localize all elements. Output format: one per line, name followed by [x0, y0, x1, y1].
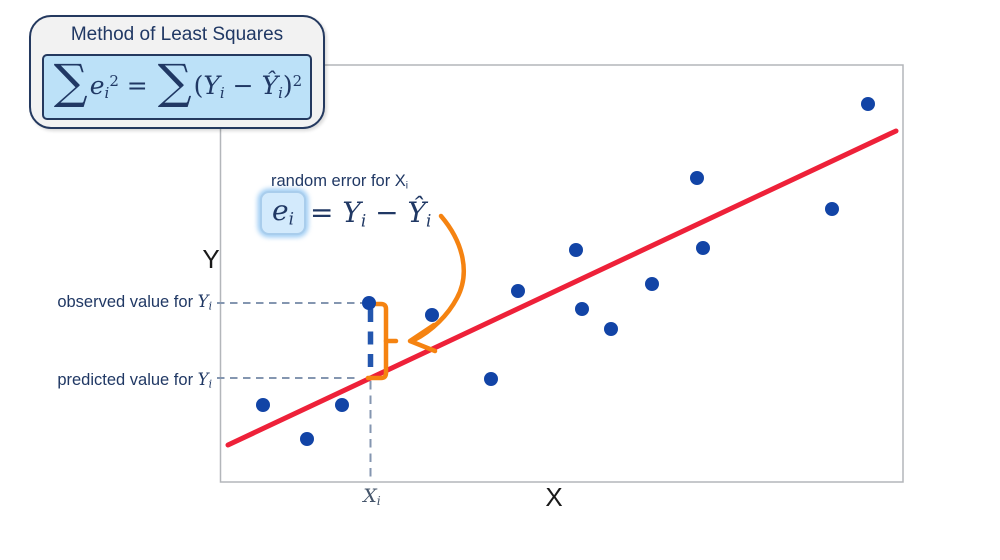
- arrowhead-icon: [407, 322, 438, 354]
- sum-formula: ∑ei2 = ∑(Yi − Ŷi)2: [53, 55, 303, 111]
- data-point: [300, 432, 314, 446]
- data-point: [362, 296, 376, 310]
- data-point: [825, 202, 839, 216]
- data-point: [861, 97, 875, 111]
- data-point: [696, 241, 710, 255]
- data-point: [335, 398, 349, 412]
- data-point: [569, 243, 583, 257]
- data-point: [645, 277, 659, 291]
- plot-area: [219, 64, 904, 483]
- method-callout: Method of Least Squares ∑ei2 = ∑(Yi − Ŷi…: [29, 15, 325, 129]
- error-formula: ei = Yi − Ŷi: [260, 191, 431, 235]
- sum-formula-box: ∑ei2 = ∑(Yi − Ŷi)2: [42, 54, 312, 120]
- data-point: [575, 302, 589, 316]
- data-point: [484, 372, 498, 386]
- x-axis-label: X: [545, 482, 563, 512]
- xi-tick-label: Xi: [363, 485, 381, 509]
- random-error-label: random error for Xi: [271, 172, 409, 192]
- observed-value-label: observed value for Yi: [57, 292, 212, 313]
- y-axis-label: Y: [202, 244, 220, 274]
- data-point: [690, 171, 704, 185]
- ei-term: ei: [272, 194, 294, 229]
- ei-term-box: ei: [260, 191, 306, 235]
- predicted-value-label: predicted value for Yi: [57, 370, 212, 391]
- data-point: [256, 398, 270, 412]
- data-point: [511, 284, 525, 298]
- regression-line: [225, 128, 899, 448]
- error-formula-rest: = Yi − Ŷi: [309, 195, 432, 231]
- data-point: [425, 308, 439, 322]
- callout-title: Method of Least Squares: [70, 24, 284, 45]
- data-point: [604, 322, 618, 336]
